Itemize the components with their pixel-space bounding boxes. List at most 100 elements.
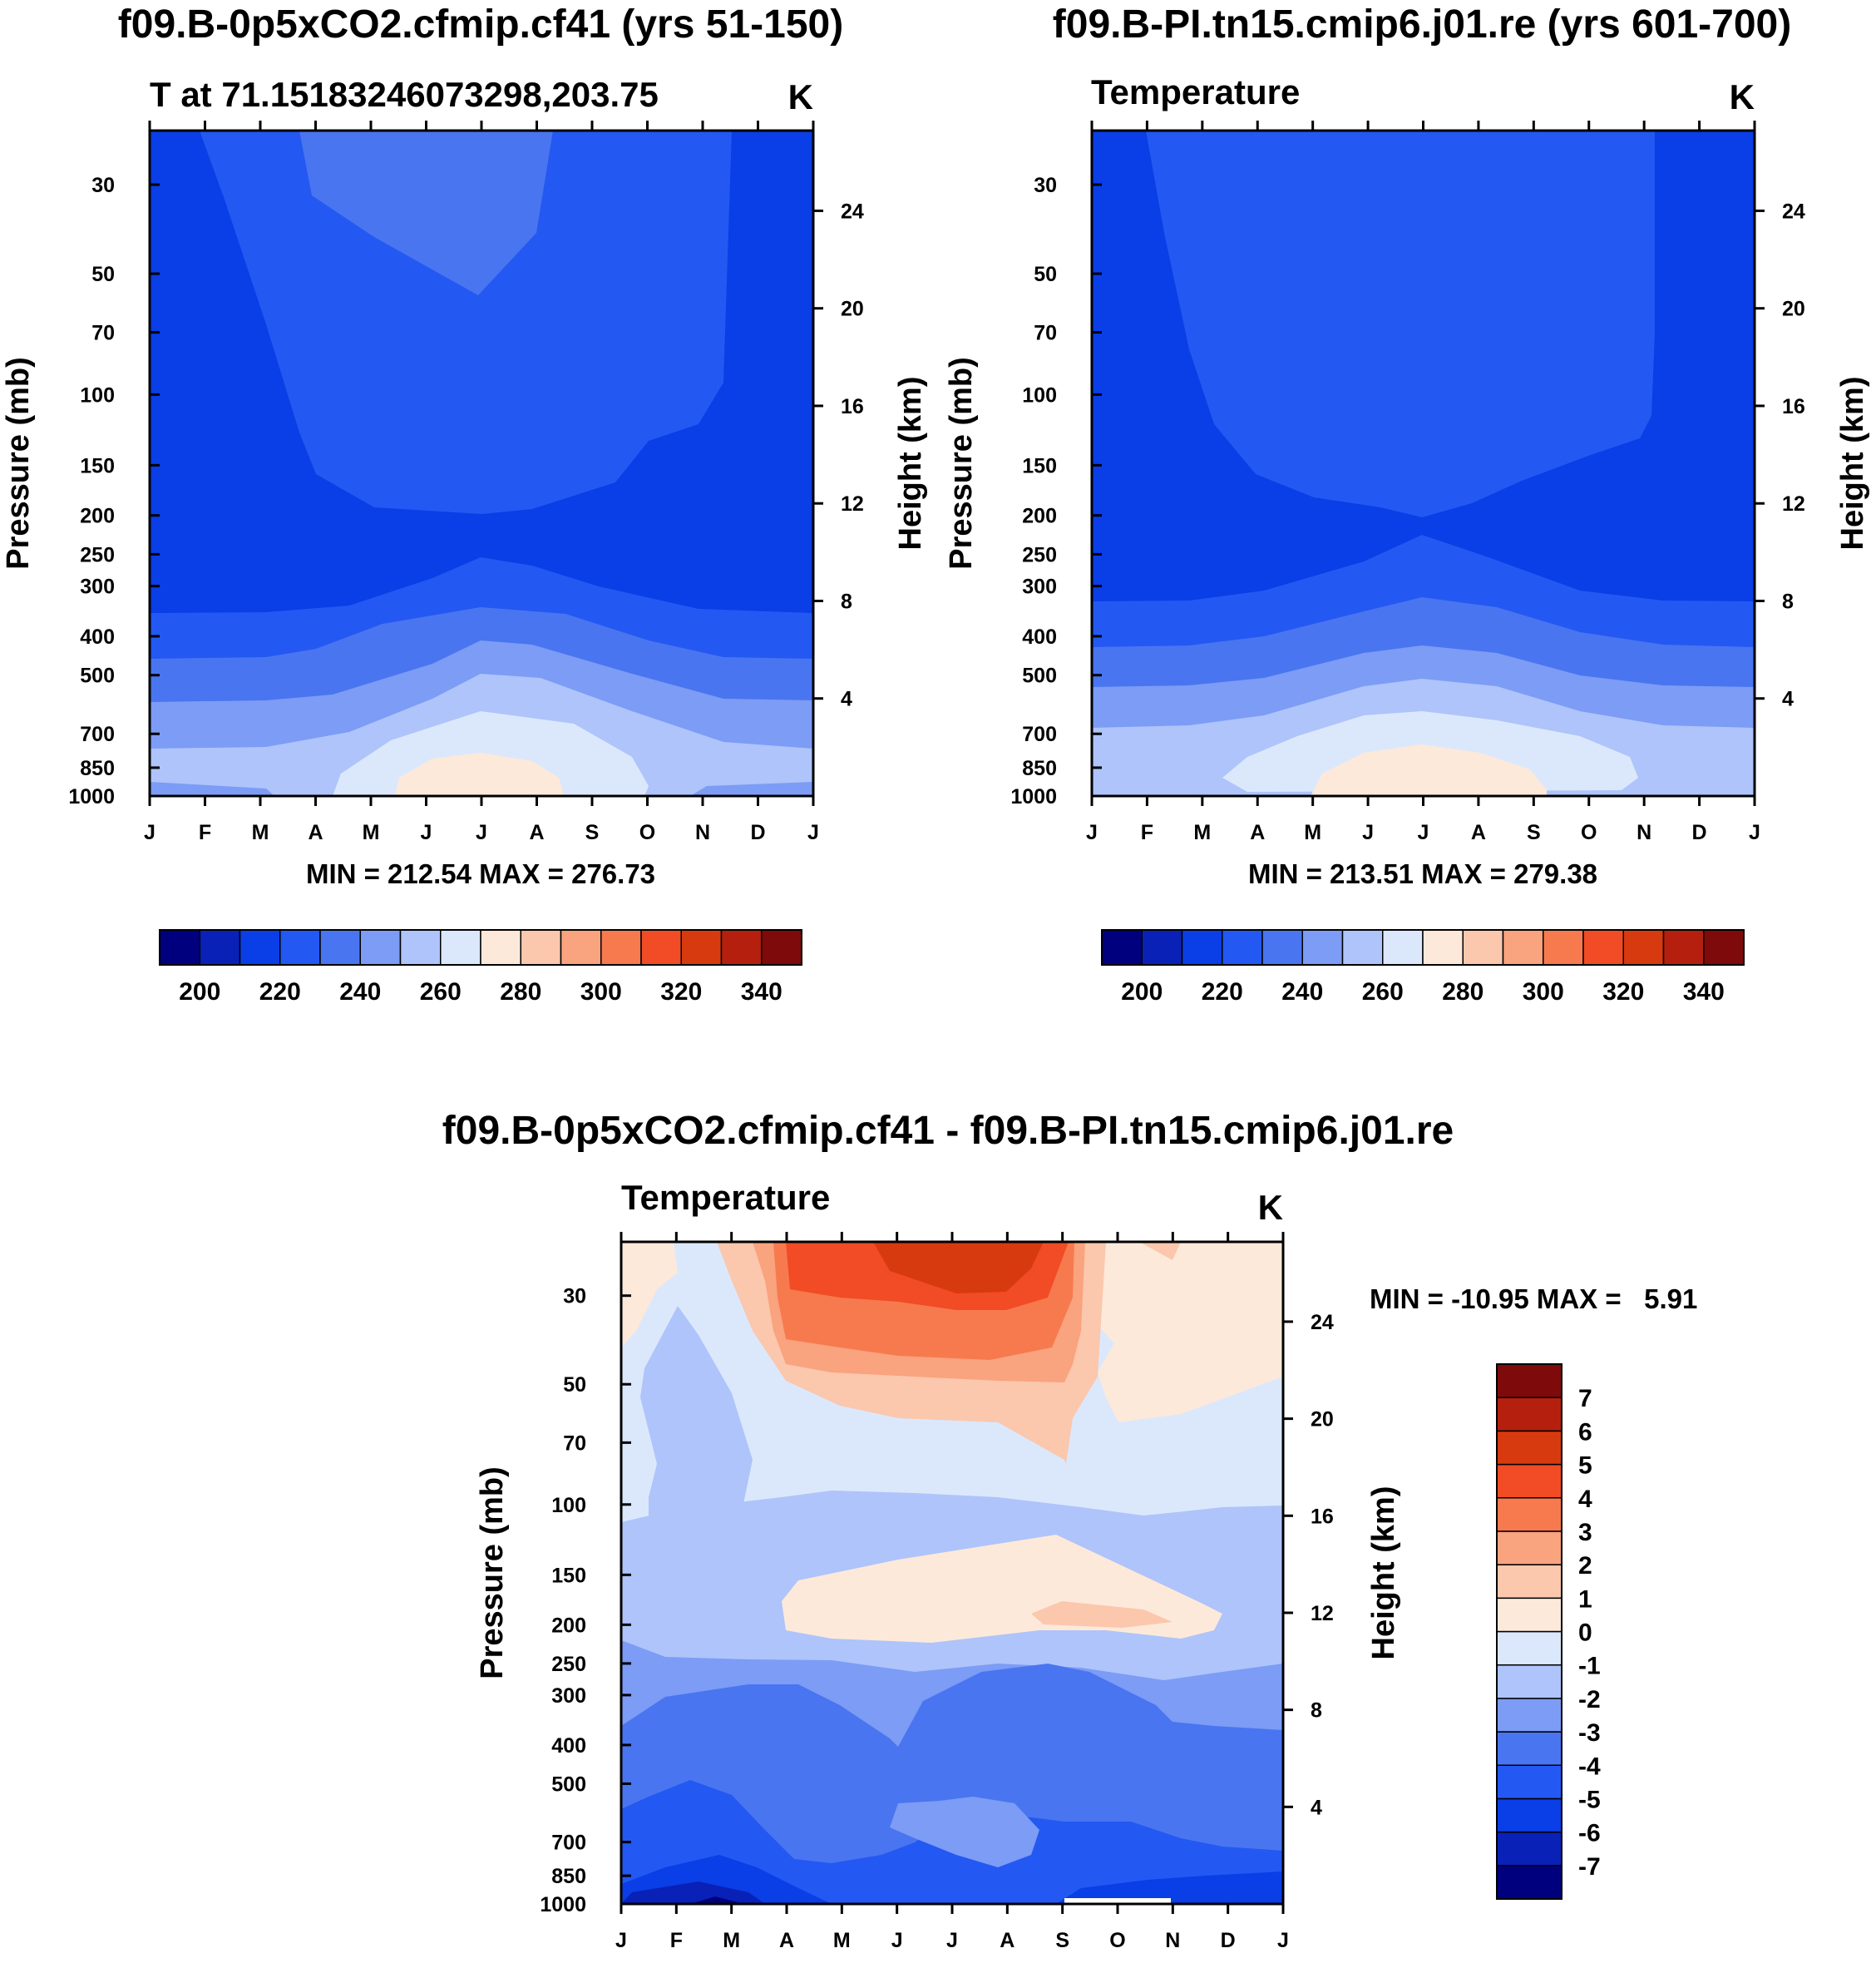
- colorbar-label: 320: [660, 978, 702, 1006]
- pressure-tick-label: 100: [80, 383, 115, 407]
- panel-a-band-230-upper: [200, 131, 732, 514]
- x-tick-label: J: [807, 821, 819, 844]
- colorbar-label: 300: [1523, 978, 1564, 1006]
- panel-c-band-pos5: [873, 1242, 1044, 1293]
- colorbar-label: 3: [1578, 1519, 1592, 1546]
- x-tick-label: O: [1581, 821, 1597, 844]
- colorbar-label: 220: [259, 978, 301, 1006]
- colorbar-swatch: [1261, 929, 1303, 966]
- height-tick-label: 20: [1311, 1408, 1334, 1431]
- panel-c-band-neg2-lower: [890, 1797, 1039, 1867]
- colorbar-label: 320: [1602, 978, 1644, 1006]
- panel-c-band-neg1-upper: [640, 1306, 753, 1597]
- panel-c-band-neg5-right: [1056, 1872, 1283, 1904]
- colorbar-swatch: [1141, 929, 1183, 966]
- colorbar-swatch: [1101, 929, 1143, 966]
- height-tick-label: 20: [1782, 298, 1805, 321]
- colorbar-swatch: [1543, 929, 1584, 966]
- colorbar-swatch: [1496, 1597, 1563, 1633]
- height-tick-label: 8: [841, 590, 852, 613]
- height-tick-label: 16: [841, 395, 864, 418]
- colorbar-swatch: [1496, 1530, 1563, 1565]
- panel-c-minmax: MIN = -10.95 MAX = 5.91: [1370, 1283, 1697, 1314]
- colorbar-swatch: [1382, 929, 1424, 966]
- colorbar-swatch: [359, 929, 402, 966]
- x-tick-label: N: [1165, 1929, 1180, 1952]
- x-tick-label: A: [1471, 821, 1486, 844]
- colorbar-label: 280: [500, 978, 541, 1006]
- colorbar-label: 260: [420, 978, 462, 1006]
- x-tick-label: D: [1692, 821, 1707, 844]
- pressure-tick-label: 30: [563, 1285, 586, 1308]
- panel-c-height-ticks: 24 20 16 12 8 4: [1283, 1311, 1334, 1819]
- x-tick-label: F: [1141, 821, 1153, 844]
- panel-c-band-neg6: [621, 1881, 765, 1904]
- colorbar-swatch: [1496, 1497, 1563, 1532]
- colorbar-frame: [1496, 1363, 1563, 1900]
- colorbar-swatch: [1703, 929, 1745, 966]
- panel-a-height-ticks: 24 20 16 12 8 4: [813, 200, 864, 711]
- pressure-tick-label: 150: [551, 1564, 586, 1587]
- pressure-tick-label: 700: [80, 723, 115, 746]
- colorbar-label: 5: [1578, 1452, 1592, 1480]
- colorbar-swatch: [520, 929, 562, 966]
- pressure-tick-label: 300: [80, 576, 115, 599]
- panel-a-band-240-upper: [299, 131, 553, 295]
- panel-c-band-pos1-right: [1139, 1242, 1181, 1260]
- pressure-tick-label: 70: [91, 322, 115, 345]
- colorbar-swatch: [1496, 1865, 1563, 1900]
- panel-c: f09.B-0p5xCO2.cfmip.cf41 - f09.B-PI.tn15…: [442, 1109, 1698, 1952]
- colorbar-swatch: [720, 929, 763, 966]
- panel-c-ylabel-right: Height (km): [1366, 1486, 1401, 1660]
- colorbar-swatch: [1622, 929, 1665, 966]
- x-tick-label: J: [1749, 821, 1760, 844]
- panel-a-ylabel-right: Height (km): [893, 377, 928, 551]
- x-tick-label: J: [891, 1929, 903, 1952]
- panel-a-minmax: MIN = 212.54 MAX = 276.73: [306, 858, 655, 889]
- panel-a-band-280: [395, 753, 564, 796]
- pressure-tick-label: 300: [1022, 576, 1057, 599]
- panel-c-contours: [621, 1242, 1283, 1904]
- height-tick-label: 20: [841, 298, 864, 321]
- pressure-tick-label: 1000: [68, 785, 115, 808]
- panel-a-title: f09.B-0p5xCO2.cfmip.cf41 (yrs 51-150): [118, 2, 843, 47]
- colorbar-swatch: [239, 929, 281, 966]
- pressure-tick-label: 70: [563, 1431, 586, 1455]
- pressure-tick-label: 50: [1034, 263, 1057, 286]
- x-tick-label: D: [750, 821, 765, 844]
- pressure-tick-label: 400: [80, 625, 115, 649]
- colorbar-swatch: [560, 929, 602, 966]
- pressure-tick-label: 400: [1022, 625, 1057, 649]
- colorbar-swatch: [279, 929, 321, 966]
- x-tick-label: A: [1250, 821, 1265, 844]
- colorbar-swatch: [1301, 929, 1344, 966]
- panel-c-band-pos0-left: [621, 1242, 678, 1347]
- pressure-tick-label: 850: [551, 1865, 586, 1888]
- pressure-tick-label: 250: [1022, 543, 1057, 566]
- pressure-tick-label: 400: [551, 1734, 586, 1758]
- colorbar-swatch: [1496, 1397, 1563, 1432]
- pressure-tick-label: 100: [551, 1494, 586, 1517]
- colorbar-label: 200: [179, 978, 220, 1006]
- pressure-tick-label: 250: [80, 543, 115, 566]
- pressure-tick-label: 500: [1022, 665, 1057, 688]
- colorbar-swatch: [1496, 1797, 1563, 1833]
- x-tick-label: A: [529, 821, 544, 844]
- x-tick-label: J: [1086, 821, 1098, 844]
- colorbar-swatch: [761, 929, 802, 966]
- height-tick-label: 16: [1311, 1505, 1334, 1528]
- panel-c-units: K: [1258, 1188, 1283, 1227]
- height-tick-label: 24: [1311, 1311, 1334, 1334]
- panel-c-pressure-ticks: 30 50 70 100 150 200 250 300 400 500 700 850 1000: [540, 1285, 631, 1916]
- pressure-tick-label: 500: [80, 665, 115, 688]
- colorbar-label: 4: [1578, 1486, 1592, 1513]
- x-tick-label: J: [1277, 1929, 1289, 1952]
- colorbar-frame: [159, 929, 802, 966]
- colorbar-label: 280: [1442, 978, 1484, 1006]
- panel-a-pressure-ticks: 30 50 70 100 150 200 250 300 400 500 700 850 1000: [68, 174, 160, 808]
- colorbar-label: 340: [741, 978, 782, 1006]
- x-tick-label: J: [476, 821, 487, 844]
- x-tick-label: N: [695, 821, 710, 844]
- panel-b-subtitle: Temperature: [1091, 72, 1300, 111]
